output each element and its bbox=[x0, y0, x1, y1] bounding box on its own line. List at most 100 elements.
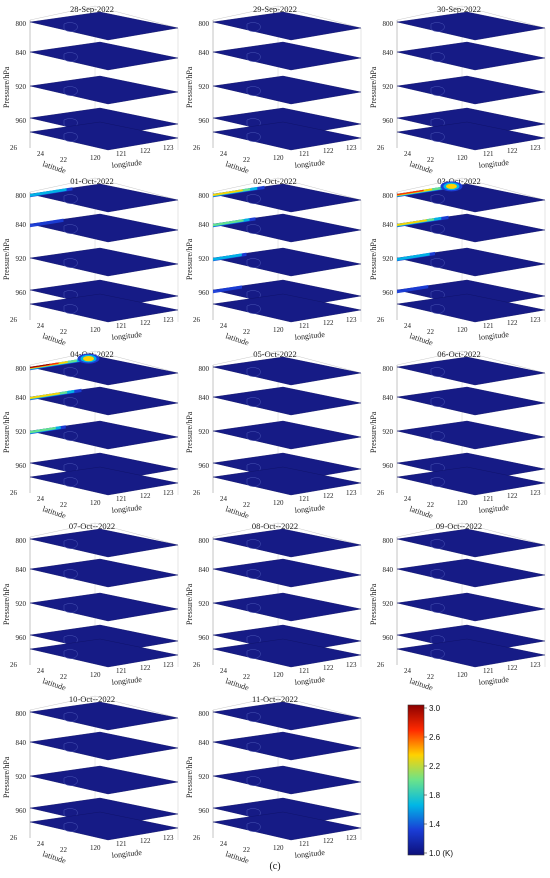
coastline-contour bbox=[63, 431, 78, 441]
anomaly-band bbox=[213, 219, 244, 227]
colorbar-tick-label: 1.8 bbox=[429, 791, 441, 800]
pressure-tick: 800 bbox=[199, 20, 210, 28]
longitude-axis-label: longitude bbox=[294, 848, 325, 860]
coastline-contour bbox=[430, 477, 445, 487]
panel-plot: 06-Oct-2022 800 840 920 960 Pressure/hPa 26 24 2… bbox=[369, 349, 546, 520]
pressure-level-plane bbox=[396, 11, 546, 41]
panel-29-Sep-2022: 29-Sep-2022 800 840 920 960 Pressure/hPa 26 24 2… bbox=[183, 0, 366, 175]
longitude-tick: 120 bbox=[457, 154, 468, 162]
pressure-level-plane bbox=[212, 466, 362, 496]
latitude-tick: 24 bbox=[404, 495, 412, 503]
anomaly-patch bbox=[397, 215, 449, 228]
longitude-tick: 122 bbox=[323, 837, 334, 845]
pressure-tick: 840 bbox=[199, 221, 210, 229]
coastline-contour bbox=[430, 52, 445, 62]
pressure-tick: 800 bbox=[16, 192, 27, 200]
latitude-tick: 22 bbox=[427, 501, 435, 509]
pressure-tick: 840 bbox=[16, 739, 27, 747]
pressure-level-plane bbox=[396, 466, 546, 496]
anomaly-band bbox=[213, 189, 243, 196]
longitude-axis-label: longitude bbox=[294, 675, 325, 687]
colorbar-tick-label: 1.0 (K) bbox=[429, 849, 453, 858]
longitude-tick: 123 bbox=[530, 489, 541, 497]
pressure-level-plane bbox=[212, 811, 362, 841]
pressure-level-plane bbox=[29, 356, 179, 386]
coastline-contour bbox=[430, 649, 445, 659]
coastline-contour bbox=[63, 569, 78, 579]
coastline-contour bbox=[63, 304, 78, 314]
pressure-tick: 800 bbox=[199, 537, 210, 545]
latitude-tick: 24 bbox=[37, 322, 45, 330]
pressure-tick: 920 bbox=[199, 83, 210, 91]
pressure-level-plane bbox=[29, 811, 179, 841]
longitude-tick: 122 bbox=[323, 664, 334, 672]
panel-plot: 02-Oct-2022 800 840 920 960 Pressure/hPa 26 24 2… bbox=[185, 176, 362, 347]
latitude-tick: 26 bbox=[193, 316, 201, 324]
coastline-contour bbox=[63, 822, 78, 832]
longitude-tick: 123 bbox=[346, 144, 357, 152]
pressure-level-plane bbox=[29, 183, 179, 213]
longitude-axis-label: longitude bbox=[478, 503, 509, 515]
pressure-tick: 840 bbox=[16, 49, 27, 57]
longitude-axis-label: longitude bbox=[111, 158, 142, 170]
latitude-tick: 26 bbox=[193, 489, 201, 497]
longitude-tick: 121 bbox=[299, 150, 310, 158]
pressure-level-plane bbox=[212, 420, 362, 450]
anomaly-band bbox=[397, 285, 429, 294]
panel-06-Oct-2022: 06-Oct-2022 800 840 920 960 Pressure/hPa 26 24 2… bbox=[367, 345, 550, 520]
coastline-contour bbox=[430, 304, 445, 314]
panel-30-Sep-2022: 30-Sep-2022 800 840 920 960 Pressure/hPa 26 24 2… bbox=[367, 0, 550, 175]
coastline-contour bbox=[63, 132, 78, 142]
latitude-tick: 26 bbox=[10, 661, 18, 669]
longitude-tick: 120 bbox=[457, 326, 468, 334]
panel-plot: 08-Oct--2022 800 840 920 960 Pressure/hPa 26 24… bbox=[185, 521, 362, 692]
latitude-tick: 24 bbox=[37, 495, 45, 503]
pressure-tick: 800 bbox=[199, 365, 210, 373]
coastline-contour bbox=[63, 258, 78, 268]
coastline-contour bbox=[63, 194, 78, 204]
latitude-tick: 24 bbox=[220, 667, 228, 675]
latitude-tick: 22 bbox=[60, 328, 68, 336]
latitude-tick: 26 bbox=[193, 661, 201, 669]
longitude-tick: 120 bbox=[457, 499, 468, 507]
longitude-tick: 122 bbox=[140, 319, 151, 327]
coastline-contour bbox=[430, 397, 445, 407]
coastline-contour bbox=[246, 431, 261, 441]
panel-plot: 07-Oct--2022 800 840 920 960 Pressure/hPa 26 24… bbox=[2, 521, 179, 692]
longitude-tick: 123 bbox=[346, 316, 357, 324]
longitude-tick: 120 bbox=[90, 326, 101, 334]
coastline-contour bbox=[63, 367, 78, 377]
pressure-level-plane bbox=[212, 592, 362, 622]
latitude-tick: 26 bbox=[193, 144, 201, 152]
panel-title: 30-Sep-2022 bbox=[437, 4, 481, 14]
panel-11-Oct--2022: 11-Oct--2022 800 840 920 960 Pressure/hPa 26 24… bbox=[183, 690, 366, 865]
coastline-contour bbox=[246, 742, 261, 752]
pressure-axis-label: Pressure/hPa bbox=[2, 756, 11, 798]
anomaly-band bbox=[30, 392, 60, 399]
longitude-axis-label: longitude bbox=[111, 503, 142, 515]
coastline-contour bbox=[430, 367, 445, 377]
longitude-tick: 120 bbox=[273, 326, 284, 334]
panel-title: 28-Sep-2022 bbox=[70, 4, 114, 14]
pressure-axis-label: Pressure/hPa bbox=[2, 66, 11, 108]
longitude-tick: 123 bbox=[163, 489, 174, 497]
pressure-level-plane bbox=[396, 121, 546, 151]
latitude-tick: 24 bbox=[404, 322, 412, 330]
panel-title: 05-Oct-2022 bbox=[253, 349, 296, 359]
pressure-level-plane bbox=[212, 765, 362, 795]
pressure-tick: 920 bbox=[16, 255, 27, 263]
pressure-tick: 920 bbox=[16, 773, 27, 781]
pressure-tick: 800 bbox=[16, 365, 27, 373]
longitude-tick: 123 bbox=[346, 834, 357, 842]
anomaly-patch bbox=[397, 285, 429, 294]
coastline-contour bbox=[246, 132, 261, 142]
pressure-level-plane bbox=[29, 731, 179, 761]
panel-title: 29-Sep-2022 bbox=[253, 4, 297, 14]
longitude-tick: 120 bbox=[90, 844, 101, 852]
pressure-tick: 960 bbox=[16, 289, 27, 297]
anomaly-band bbox=[397, 252, 430, 261]
pressure-tick: 960 bbox=[199, 807, 210, 815]
pressure-axis-label: Pressure/hPa bbox=[369, 583, 378, 625]
pressure-axis-label: Pressure/hPa bbox=[2, 411, 11, 453]
anomaly-patch bbox=[30, 425, 66, 435]
